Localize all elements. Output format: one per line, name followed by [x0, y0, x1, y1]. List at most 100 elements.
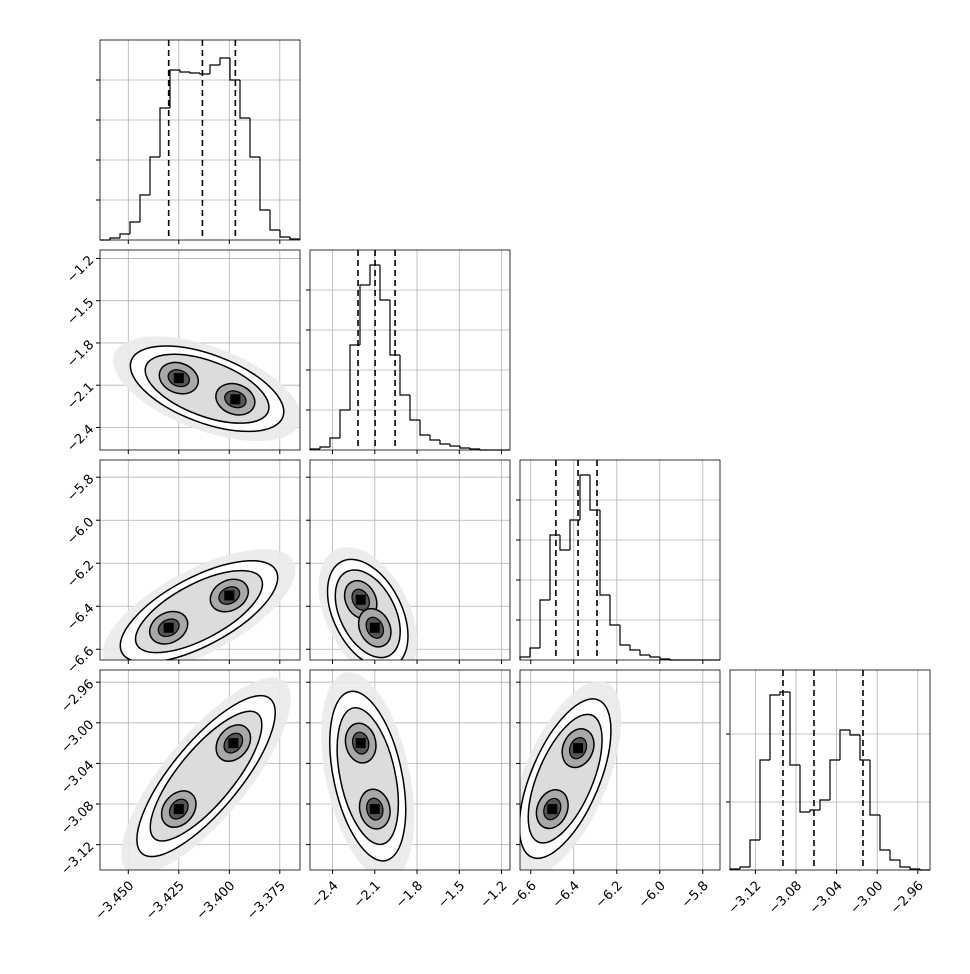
x-tick-label: −3.450 — [93, 878, 138, 923]
x-tick-label: −6.2 — [593, 878, 626, 911]
histogram-bin — [239, 80, 250, 119]
histogram-bin — [399, 355, 410, 396]
y-tick-label: −1.5 — [64, 295, 97, 328]
histogram-bin — [229, 58, 240, 81]
histogram-bin — [749, 839, 760, 867]
histogram-bin — [149, 156, 160, 195]
x-tick-label: −6.0 — [636, 878, 669, 911]
panel-frame — [519, 459, 721, 661]
histogram-bin — [869, 760, 880, 816]
histogram-bin — [909, 867, 920, 870]
histogram-bin — [859, 735, 870, 761]
x-tick-label: −6.4 — [550, 878, 583, 911]
histogram-bin — [179, 70, 190, 73]
histogram-bin — [599, 510, 610, 596]
histogram-bin — [459, 446, 470, 449]
mode-point — [173, 373, 184, 384]
y-tick-label: −6.2 — [64, 558, 97, 591]
histogram-bin — [219, 57, 230, 65]
histogram-bin — [879, 815, 890, 851]
mode-point — [547, 804, 558, 815]
histogram-bin — [819, 799, 830, 810]
x-tick-label: −2.4 — [309, 878, 342, 911]
histogram-bin — [539, 599, 550, 648]
y-tick-label: −6.4 — [64, 601, 97, 634]
x-tick-label: −1.2 — [478, 878, 511, 911]
histogram-bin — [529, 647, 540, 657]
density — [520, 680, 622, 870]
histogram-bin — [409, 395, 420, 421]
histogram-bin — [639, 650, 650, 656]
mode-point — [573, 743, 584, 754]
histogram-bin — [129, 221, 140, 234]
histogram-bin — [609, 595, 620, 626]
histogram-bin — [139, 194, 150, 222]
histogram-bin — [339, 409, 350, 438]
y-tick-label: −1.2 — [64, 253, 97, 286]
x-tick-label: −2.1 — [351, 878, 384, 911]
histogram-bin — [319, 446, 330, 449]
histogram-bin — [809, 809, 820, 812]
histogram-bin — [559, 535, 570, 551]
histogram-bin — [849, 730, 860, 736]
histogram-bin — [779, 691, 790, 695]
y-tick-label: −3.04 — [59, 758, 98, 797]
histogram-bin — [739, 866, 750, 869]
histogram-bin — [649, 655, 660, 658]
density — [321, 672, 415, 870]
density — [113, 336, 300, 442]
histogram-bin — [579, 474, 590, 520]
y-tick-label: −6.0 — [64, 515, 97, 548]
y-tick-label: −6.6 — [64, 644, 97, 677]
x-tick-label: −3.08 — [766, 878, 805, 917]
x-tick-label: −6.6 — [507, 878, 540, 911]
histogram-bin — [799, 765, 810, 813]
histogram-bin — [389, 300, 400, 356]
panel-frame — [309, 669, 511, 871]
histogram-bin — [359, 284, 370, 345]
y-tick-label: −2.4 — [64, 422, 97, 455]
histogram-bin — [569, 519, 580, 550]
histogram-bin — [119, 233, 130, 238]
mode-point — [369, 804, 380, 815]
histogram-bin — [189, 72, 200, 74]
mode-point — [224, 590, 235, 601]
mode-point — [173, 804, 184, 815]
histogram-bin — [889, 850, 900, 861]
density — [102, 549, 296, 660]
histogram-bin — [589, 475, 600, 511]
histogram-bin — [279, 230, 290, 238]
density — [318, 547, 418, 660]
histogram-bin — [439, 440, 450, 445]
y-tick-label: −2.1 — [64, 380, 97, 413]
x-tick-label: −3.04 — [807, 878, 846, 917]
x-tick-label: −1.8 — [393, 878, 426, 911]
histogram-bin — [169, 69, 180, 108]
x-tick-label: −5.8 — [679, 878, 712, 911]
histogram-bin — [379, 265, 390, 301]
histogram-bin — [769, 694, 780, 760]
mode-point — [228, 738, 239, 749]
histogram-bin — [289, 237, 300, 240]
mode-point — [230, 394, 241, 405]
histogram-bin — [789, 692, 800, 766]
x-tick-label: −3.00 — [847, 878, 886, 917]
panel-frame — [99, 669, 301, 871]
x-tick-label: −2.96 — [888, 878, 927, 917]
histogram-bin — [349, 344, 360, 410]
y-tick-label: −1.8 — [64, 338, 97, 371]
panel-frame — [99, 249, 301, 451]
histogram-bin — [469, 448, 480, 450]
mode-point — [355, 738, 366, 749]
histogram-bin — [619, 625, 630, 646]
histogram-bin — [369, 264, 380, 285]
histogram-bin — [259, 157, 270, 211]
histogram-bin — [759, 759, 770, 840]
y-tick-label: −3.12 — [59, 839, 98, 878]
histogram-bin — [249, 118, 260, 158]
y-tick-label: −3.00 — [59, 717, 98, 756]
x-tick-label: −3.12 — [726, 878, 765, 917]
histogram-bin — [449, 444, 460, 447]
mode-point — [369, 622, 380, 633]
